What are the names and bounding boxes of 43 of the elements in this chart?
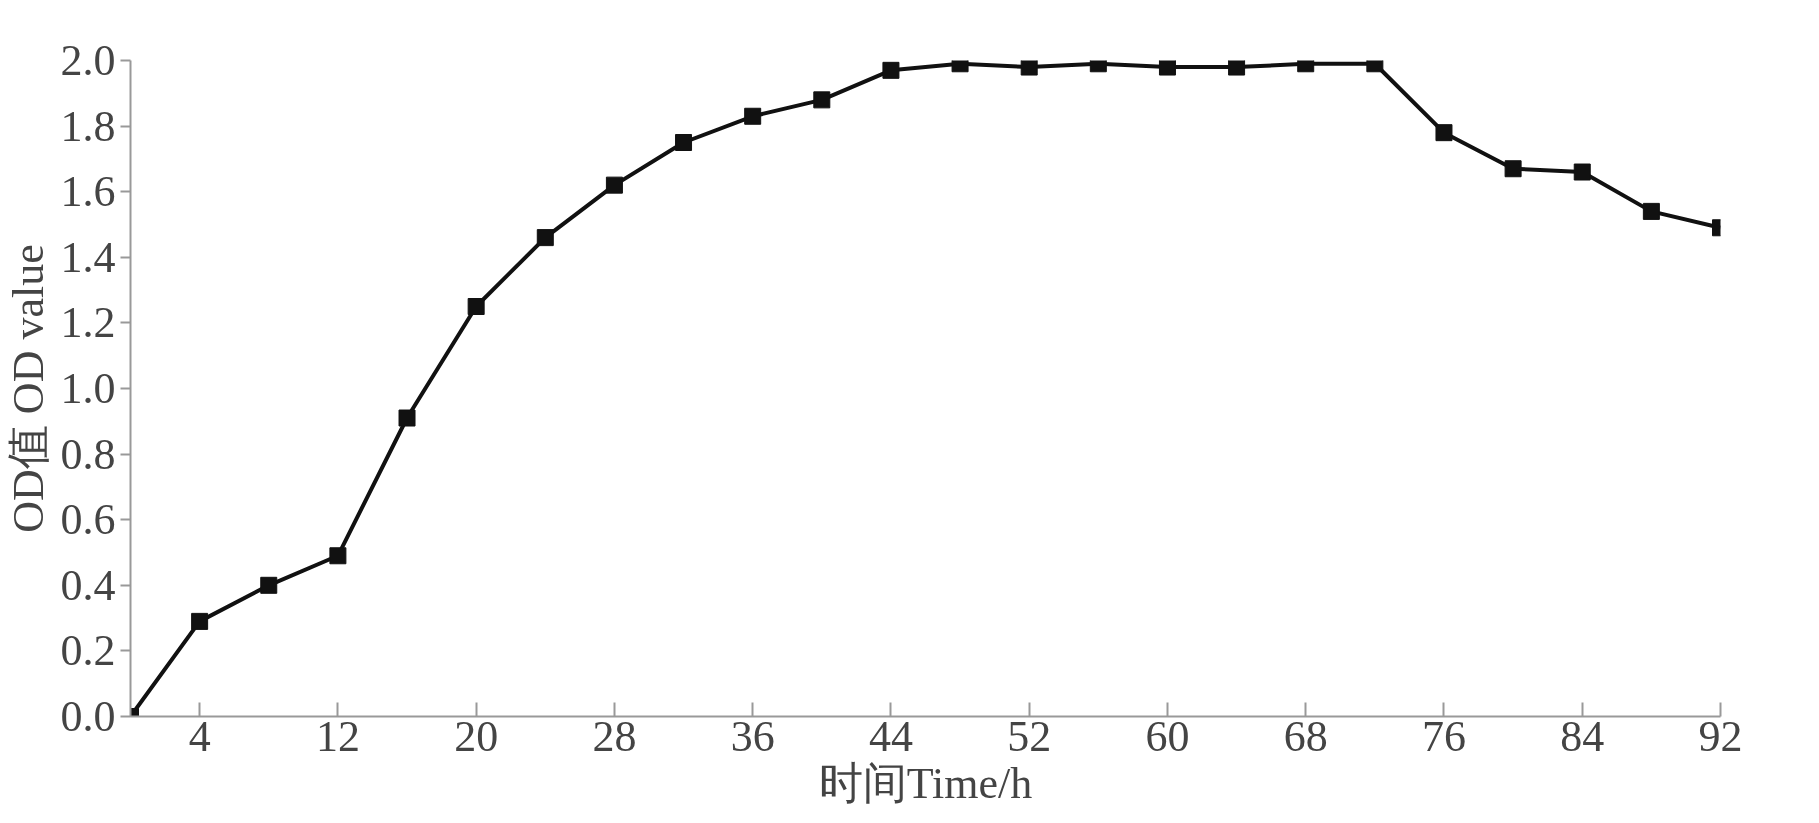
x-tick-label: 36: [730, 711, 775, 761]
point: [260, 576, 278, 594]
x-tick-label: 92: [1698, 711, 1743, 761]
x-tick-label: 84: [1560, 711, 1605, 761]
y-tick-label: 0.4: [60, 560, 116, 610]
point: [536, 229, 554, 247]
y-axis-title: OD值 OD value: [3, 244, 53, 533]
x-tick-label: 44: [868, 711, 913, 761]
y-tick-label: 1.2: [60, 298, 116, 348]
x-tick-label: 76: [1421, 711, 1466, 761]
point: [882, 61, 900, 79]
point: [398, 409, 416, 427]
point: [605, 176, 623, 194]
point: [329, 547, 347, 565]
point: [1158, 60, 1176, 76]
point: [1020, 60, 1038, 76]
y-tick-label: 1.6: [60, 167, 116, 217]
y-tick-label: 0.0: [60, 692, 116, 741]
x-tick-label: 20: [454, 711, 499, 761]
x-tick-label: 68: [1283, 711, 1328, 761]
point: [467, 298, 485, 315]
point: [191, 612, 209, 630]
y-tick-label: 1.8: [60, 101, 116, 151]
point: [1504, 160, 1522, 178]
y-tick-label: 1.0: [60, 364, 116, 413]
y-tick-label: 2.0: [60, 36, 116, 85]
x-tick-label: 60: [1145, 711, 1190, 761]
x-axis-title: 时间Time/h: [818, 758, 1033, 808]
y-tick-label: 0.2: [60, 626, 116, 676]
y-tick-label: 0.8: [60, 429, 116, 479]
x-tick-label: 28: [592, 711, 637, 761]
y-tick-label: 0.6: [60, 495, 116, 545]
point: [675, 134, 693, 151]
y-tick-label: 1.4: [60, 232, 116, 282]
x-tick-label: 12: [315, 711, 360, 761]
point: [1573, 163, 1591, 181]
point: [1642, 202, 1660, 220]
point: [813, 91, 831, 109]
x-tick-label: 4: [188, 711, 211, 761]
point: [1435, 124, 1453, 142]
point: [1228, 60, 1246, 76]
x-tick-label: 52: [1007, 711, 1052, 761]
point: [744, 107, 762, 125]
